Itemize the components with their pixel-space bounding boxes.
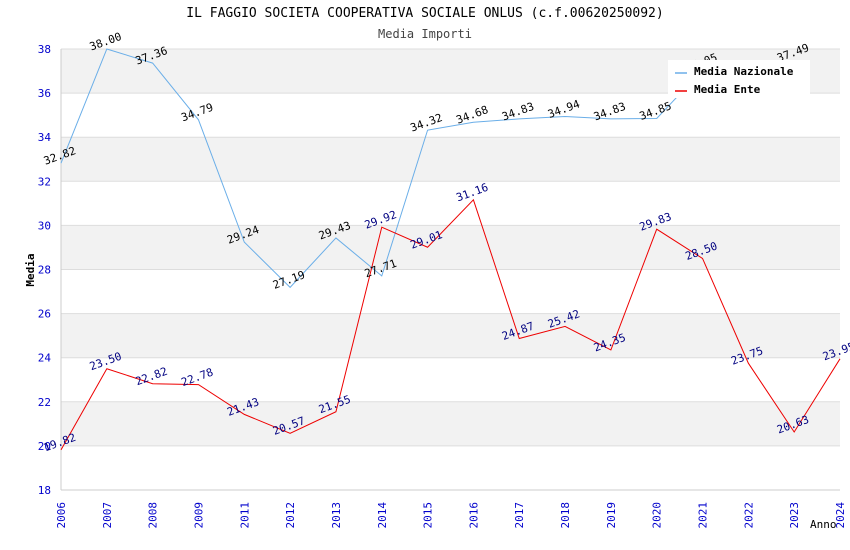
y-tick-label: 32 xyxy=(38,175,51,188)
legend: Media Nazionale Media Ente xyxy=(668,60,810,98)
y-tick-label: 26 xyxy=(38,308,51,321)
grid-band xyxy=(61,269,840,314)
grid-band xyxy=(61,137,840,182)
chart-title: IL FAGGIO SOCIETA COOPERATIVA SOCIALE ON… xyxy=(186,6,664,21)
grid-band xyxy=(61,225,840,270)
grid-band xyxy=(61,445,840,490)
x-tick-label: 2009 xyxy=(192,502,205,529)
x-tick-label: 2007 xyxy=(101,502,114,529)
y-axis-ticks: 18 20 22 24 26 28 30 32 34 36 38 xyxy=(38,43,52,497)
grid-band xyxy=(61,181,840,226)
x-tick-label: 2022 xyxy=(742,502,755,529)
grid-lines xyxy=(60,48,840,491)
x-tick-label: 2011 xyxy=(238,502,251,529)
x-tick-label: 2017 xyxy=(513,502,526,529)
legend-label-ente: Media Ente xyxy=(694,83,761,96)
series-line-ente xyxy=(60,198,841,451)
y-tick-label: 24 xyxy=(38,352,52,365)
legend-label-nazionale: Media Nazionale xyxy=(694,65,794,78)
y-tick-label: 36 xyxy=(38,87,51,100)
y-tick-label: 20 xyxy=(38,440,51,453)
x-tick-label: 2013 xyxy=(330,502,343,529)
x-tick-label: 2014 xyxy=(376,502,389,529)
x-tick-label: 2008 xyxy=(147,502,160,529)
grid-band xyxy=(61,401,840,446)
x-tick-label: 2012 xyxy=(284,502,297,529)
y-tick-label: 22 xyxy=(38,396,51,409)
legend-box xyxy=(668,60,810,98)
x-tick-label: 2023 xyxy=(788,502,801,529)
series-line-nazionale xyxy=(60,48,703,289)
x-axis-label: Anno xyxy=(810,518,837,531)
y-tick-label: 28 xyxy=(38,264,51,277)
grid-band xyxy=(61,357,840,402)
y-tick-label: 30 xyxy=(38,219,51,232)
series-lines xyxy=(60,48,841,451)
x-tick-label: 2015 xyxy=(422,502,435,529)
x-tick-label: 2019 xyxy=(605,502,618,529)
grid-band xyxy=(61,93,840,138)
x-tick-label: 2006 xyxy=(55,502,68,529)
x-tick-label: 2016 xyxy=(467,502,480,529)
x-tick-label: 2018 xyxy=(559,502,572,529)
x-axis-ticks: 2006 2007 2008 2009 2011 2012 2013 2014 2015 2016… xyxy=(55,502,847,529)
y-tick-label: 38 xyxy=(38,43,51,56)
chart-subtitle: Media Importi xyxy=(378,27,472,41)
y-tick-label: 18 xyxy=(38,484,51,497)
x-tick-label: 2024 xyxy=(834,502,847,529)
y-axis-label: Media xyxy=(24,253,37,286)
y-tick-label: 34 xyxy=(38,131,52,144)
x-tick-label: 2020 xyxy=(651,502,664,529)
grid-band xyxy=(61,313,840,358)
x-tick-label: 2021 xyxy=(697,502,710,529)
